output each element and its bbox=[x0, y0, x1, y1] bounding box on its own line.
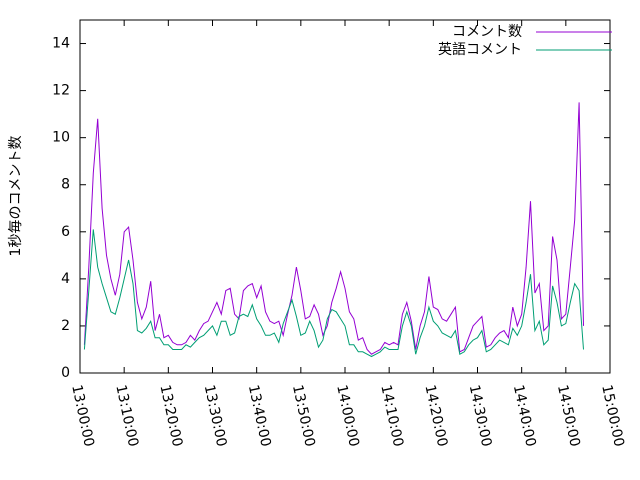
x-tick-label: 15:00:00 bbox=[598, 383, 627, 448]
y-tick-label: 14 bbox=[52, 36, 70, 52]
y-tick-label: 2 bbox=[61, 318, 70, 334]
y-tick-label: 0 bbox=[61, 365, 70, 381]
x-tick-label: 14:00:00 bbox=[333, 383, 362, 448]
series-line bbox=[83, 229, 584, 358]
y-tick-label: 4 bbox=[61, 271, 70, 287]
x-tick-label: 14:50:00 bbox=[554, 383, 583, 448]
plot-border bbox=[79, 19, 611, 374]
legend-label: 英語コメント bbox=[438, 41, 522, 58]
x-tick-label: 13:40:00 bbox=[245, 383, 274, 448]
x-tick-label: 13:30:00 bbox=[201, 383, 230, 448]
x-tick-label: 14:30:00 bbox=[466, 383, 495, 448]
y-tick-label: 10 bbox=[52, 130, 70, 146]
x-tick-label: 13:00:00 bbox=[68, 383, 97, 448]
y-tick-label: 6 bbox=[61, 224, 70, 240]
x-tick-label: 13:50:00 bbox=[289, 383, 318, 448]
series-line bbox=[83, 102, 584, 355]
legend-label: コメント数 bbox=[452, 24, 522, 40]
y-tick-label: 8 bbox=[61, 177, 70, 193]
y-tick-label: 12 bbox=[52, 83, 70, 99]
x-tick-label: 13:10:00 bbox=[112, 383, 141, 448]
y-axis-label: 1秒毎のコメント数 bbox=[8, 136, 24, 257]
x-tick-label: 14:40:00 bbox=[510, 383, 539, 448]
x-tick-label: 14:20:00 bbox=[422, 383, 451, 448]
x-tick-label: 14:10:00 bbox=[377, 383, 406, 448]
x-tick-label: 13:20:00 bbox=[157, 383, 186, 448]
